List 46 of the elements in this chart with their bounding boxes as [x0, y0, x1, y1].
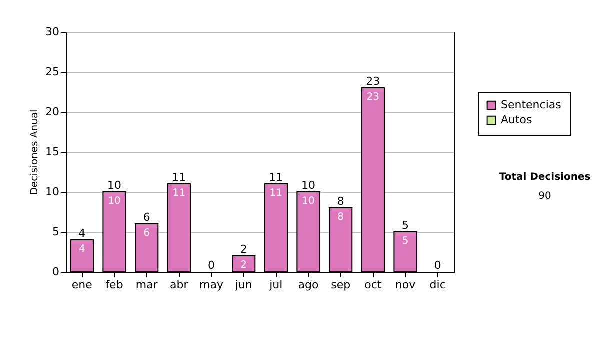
- total-label: 10: [302, 179, 316, 192]
- data-label: 6: [144, 228, 150, 239]
- y-tick-label: 25: [46, 66, 60, 78]
- x-tick-label: ago: [298, 278, 319, 292]
- total-label: 11: [172, 171, 186, 184]
- total-label: 10: [108, 179, 122, 192]
- data-label: 23: [366, 92, 380, 103]
- total-label: 0: [208, 259, 215, 272]
- total-label: 2: [240, 243, 248, 256]
- y-tick-label: 30: [46, 26, 60, 38]
- x-tick-label: dic: [430, 278, 446, 292]
- y-axis-title: Decisiones Anual: [30, 110, 41, 196]
- y-tick-label: 5: [52, 226, 60, 238]
- x-tick-label: may: [200, 278, 224, 292]
- data-label: 4: [78, 244, 86, 255]
- legend-label: Autos: [501, 114, 533, 126]
- y-tick-label: 15: [46, 146, 60, 158]
- x-tick-label: nov: [395, 278, 416, 292]
- x-tick-label: mar: [136, 278, 158, 292]
- x-tick-label: ene: [72, 278, 93, 292]
- y-tick-label: 20: [46, 106, 60, 118]
- x-tick-label: sep: [331, 278, 351, 292]
- data-label: 5: [402, 236, 409, 247]
- x-tick-label: oct: [364, 278, 382, 292]
- total-label: 6: [143, 211, 150, 224]
- text: 90: [538, 191, 552, 202]
- y-tick-label: 10: [46, 186, 60, 198]
- x-tick-label: jun: [234, 278, 252, 292]
- text: Total Decisiones: [498, 172, 592, 183]
- total-label: 11: [269, 171, 284, 184]
- total-label: 8: [337, 195, 344, 208]
- data-label: 11: [270, 188, 283, 199]
- total-label: 0: [434, 259, 442, 272]
- x-tick-label: jul: [268, 278, 283, 292]
- y-tick-label: 0: [52, 266, 60, 278]
- total-label: 23: [366, 75, 380, 88]
- data-label: 8: [338, 212, 344, 223]
- total-label: 4: [78, 227, 86, 240]
- legend-label: Sentencias: [501, 98, 562, 112]
- data-label: 2: [240, 260, 248, 271]
- x-tick-label: feb: [106, 278, 124, 292]
- data-label: 10: [302, 196, 315, 207]
- x-tick-label: abr: [170, 278, 189, 292]
- data-label: 10: [108, 196, 121, 207]
- total-label: 5: [402, 219, 409, 232]
- data-label: 11: [172, 188, 186, 199]
